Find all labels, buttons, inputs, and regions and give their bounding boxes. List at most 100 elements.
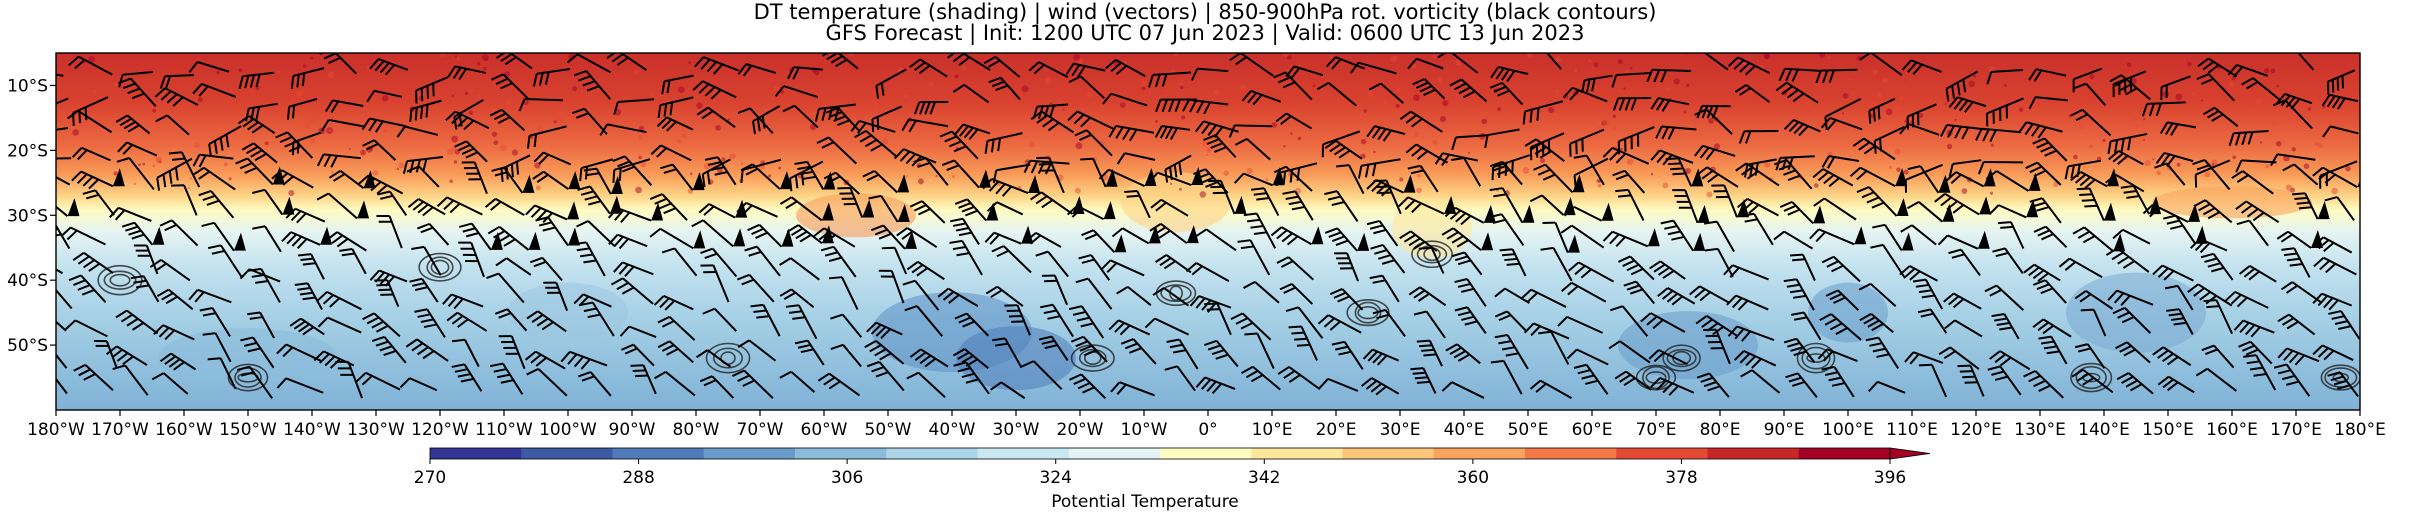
wind-barb [1985, 170, 2041, 192]
warm-speckle [1666, 87, 1670, 92]
wind-barb [1726, 294, 1769, 311]
wind-barb [407, 198, 446, 217]
wind-pennant [567, 201, 580, 220]
wind-barb [607, 202, 664, 224]
warm-speckle [1282, 53, 1290, 57]
wind-barb [937, 287, 979, 307]
wind-barb [1940, 123, 1987, 140]
wind-barb [192, 153, 234, 168]
wind-barb [2276, 229, 2323, 249]
wind-barb [1989, 350, 2031, 371]
wind-barb [1334, 252, 1359, 282]
warm-speckle [715, 125, 721, 131]
warm-speckle [2078, 122, 2085, 129]
wind-barb [816, 136, 858, 165]
wind-barb [909, 200, 946, 224]
lon-tick-label: 180°W [27, 420, 85, 440]
wind-barb [1655, 125, 1697, 140]
wind-barb [2272, 99, 2313, 130]
wind-barb [1821, 155, 1860, 169]
warm-speckle [133, 182, 137, 186]
wind-barb [779, 288, 815, 309]
warm-speckle [1620, 147, 1623, 151]
vorticity-contour [1411, 240, 1453, 269]
wind-barb [1276, 256, 1314, 281]
wind-barb [630, 364, 657, 395]
wind-barb [785, 304, 818, 340]
wind-barb [316, 153, 361, 168]
warm-speckle [1588, 59, 1592, 63]
wind-barb [902, 279, 940, 311]
wind-barb [447, 65, 486, 81]
warm-speckle [640, 161, 647, 168]
colorbar-tick-label: 396 [1874, 468, 1906, 488]
warm-speckle [1573, 68, 1578, 73]
wind-barb [1997, 221, 2025, 249]
wind-barb [1778, 67, 1822, 82]
wind-barb [1494, 333, 1529, 370]
warm-speckle [1872, 69, 1878, 75]
warm-speckle [2265, 164, 2270, 169]
wind-pennant [567, 227, 580, 246]
wind-barb [207, 357, 237, 390]
warm-speckle [1426, 110, 1432, 115]
wind-barb [661, 74, 694, 95]
wind-barb [1992, 247, 2024, 275]
warm-speckle [2307, 107, 2312, 111]
wind-barb [248, 267, 281, 303]
lon-tick-label: 40°E [1444, 420, 1485, 440]
wind-barb [290, 67, 325, 89]
warm-speckle [1202, 141, 1208, 147]
wind-pennant [779, 171, 792, 190]
wind-barb [1021, 360, 1063, 390]
wind-barb [1434, 152, 1479, 167]
wind-barb [779, 370, 816, 393]
warm-speckle [1813, 93, 1817, 97]
warm-speckle [917, 178, 924, 185]
colorbar-tick-label: 342 [1248, 468, 1280, 488]
wind-barb [904, 305, 944, 337]
wind-barb [1234, 137, 1271, 161]
wind-barb [1523, 322, 1570, 340]
wind-barb [649, 227, 706, 250]
lon-tick-label: 100°W [539, 420, 597, 440]
wind-barb [954, 312, 990, 337]
warm-speckle [468, 88, 474, 93]
wind-barb [188, 61, 230, 73]
warm-speckle [1708, 118, 1714, 124]
wind-barb [1813, 197, 1857, 221]
wind-barb [1948, 248, 1981, 277]
warm-speckle [310, 137, 316, 144]
wind-barb [532, 68, 571, 87]
warm-speckle [1141, 86, 1146, 91]
wind-pennant [1977, 230, 1990, 249]
wind-barb [2023, 263, 2061, 282]
warm-speckle [72, 129, 79, 136]
warm-speckle [2018, 107, 2024, 112]
wind-barb [1035, 250, 1069, 278]
warm-speckle [740, 162, 744, 166]
warm-speckle [1044, 77, 1052, 85]
wind-barb [498, 335, 526, 370]
wind-barb [694, 56, 740, 75]
wind-barb [1366, 219, 1399, 247]
wind-pennant [1693, 232, 1706, 251]
wind-barb [247, 311, 275, 339]
warm-speckle [1442, 100, 1449, 107]
wind-barb [2238, 265, 2277, 283]
lon-tick-label: 20°W [1057, 420, 1104, 440]
lon-tick-label: 50°E [1508, 420, 1549, 440]
wind-barb [906, 371, 946, 398]
warm-speckle [681, 133, 687, 139]
warm-speckle [2152, 158, 2155, 161]
wind-barb [1413, 310, 1446, 339]
wind-barb [2025, 161, 2062, 186]
warm-speckle [1469, 107, 1476, 114]
wind-barb [1023, 159, 1070, 175]
warm-speckle [650, 92, 653, 96]
warm-speckle [943, 120, 946, 124]
wind-barb [954, 198, 999, 222]
warm-speckle [1629, 66, 1633, 70]
warm-speckle [309, 117, 316, 123]
warm-speckle [360, 149, 366, 156]
